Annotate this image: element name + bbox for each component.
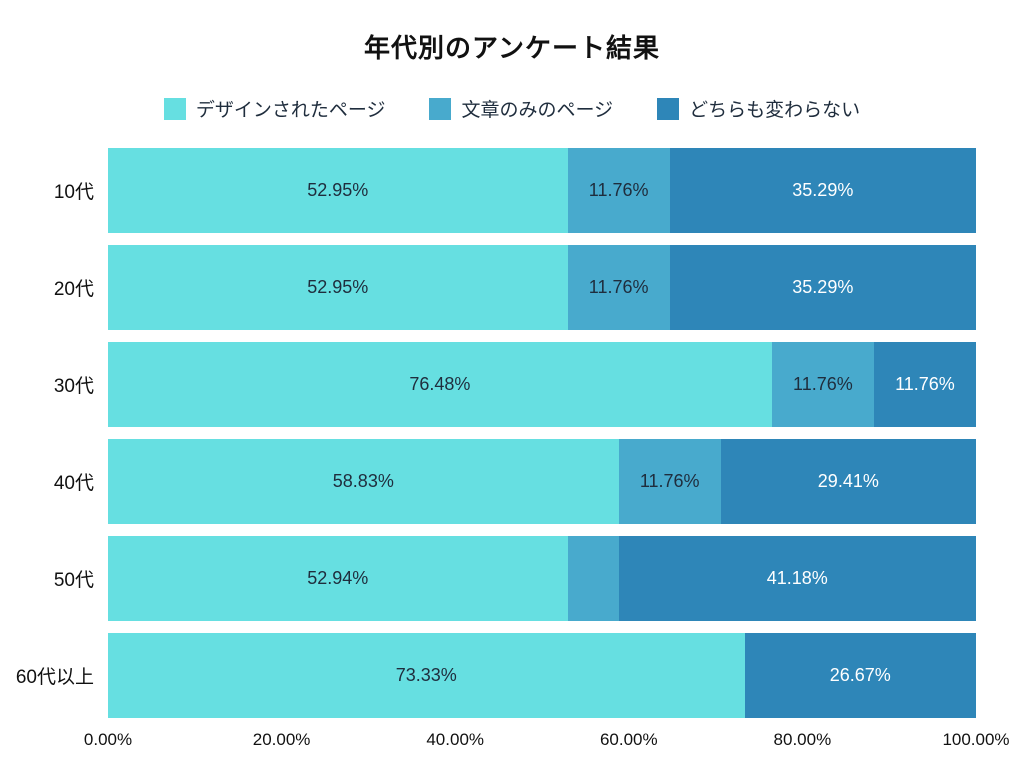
bar-segment: 29.41% (720, 439, 976, 524)
y-axis-label: 20代 (53, 279, 94, 300)
bar-segment: 35.29% (669, 245, 976, 330)
x-axis-tick-label: 100.00% (942, 730, 1010, 749)
bar-segment: 52.94% (108, 536, 568, 621)
bar-track: 58.83% 11.76% 29.41% (108, 439, 976, 524)
bar-track: 52.95% 11.76% 35.29% (108, 245, 976, 330)
bar-segment-label: 41.18% (766, 568, 828, 588)
bar-track: 52.94% 41.18% (108, 536, 976, 621)
bar-segment: 26.67% (744, 633, 976, 718)
bar-row: 30代 76.48% 11.76% 11.76% (0, 342, 1024, 427)
bar-segment: 41.18% (618, 536, 976, 621)
bar-segment-label: 73.33% (395, 665, 457, 685)
bar-row: 50代 52.94% 41.18% (0, 536, 1024, 621)
bar-segment-label: 52.95% (307, 180, 369, 200)
bar-segment (567, 536, 619, 621)
bar-segment: 11.76% (618, 439, 721, 524)
bar-segment-label: 29.41% (817, 471, 879, 491)
bar-segment: 52.95% (108, 148, 568, 233)
bar-segment-label: 26.67% (829, 665, 891, 685)
legend: デザインされたページ 文章のみのページ どちらも変わらない (0, 95, 1024, 122)
plot-area: 10代 52.95% 11.76% 35.29% 20代 52.95% 11.76% 35.2… (0, 148, 1024, 718)
bar-segment: 11.76% (771, 342, 874, 427)
bar-row: 10代 52.95% 11.76% 35.29% (0, 148, 1024, 233)
bar-track: 76.48% 11.76% 11.76% (108, 342, 976, 427)
bar-segment-label: 11.76% (588, 277, 649, 297)
bar-segment: 73.33% (108, 633, 745, 718)
bar-segment-label: 11.76% (793, 374, 853, 394)
y-axis-label: 50代 (53, 570, 94, 591)
bar-segment: 35.29% (669, 148, 976, 233)
bar-segment: 11.76% (873, 342, 976, 427)
bar-track: 52.95% 11.76% 35.29% (108, 148, 976, 233)
y-axis-label: 40代 (53, 473, 94, 494)
y-axis-label: 60代以上 (15, 667, 94, 688)
legend-swatch-icon (429, 97, 452, 120)
bar-row: 20代 52.95% 11.76% 35.29% (0, 245, 1024, 330)
y-axis-label: 10代 (53, 182, 94, 203)
bar-segment-label: 11.76% (639, 471, 700, 491)
legend-label: デザインされたページ (195, 100, 386, 121)
bar-row: 60代以上 73.33% 26.67% (0, 633, 1024, 718)
x-axis-tick-label: 80.00% (773, 730, 832, 749)
legend-label: どちらも変わらない (689, 100, 861, 121)
x-axis-tick-label: 40.00% (426, 730, 485, 749)
bar-row: 40代 58.83% 11.76% 29.41% (0, 439, 1024, 524)
bar-segment-label: 35.29% (792, 277, 854, 297)
bar-segment-label: 58.83% (332, 471, 394, 491)
bar-segment: 52.95% (108, 245, 568, 330)
legend-label: 文章のみのページ (461, 100, 614, 121)
x-axis-tick-label: 20.00% (252, 730, 311, 749)
bar-segment: 58.83% (108, 439, 619, 524)
bar-segment-label: 11.76% (895, 374, 955, 394)
bar-track: 73.33% 26.67% (108, 633, 976, 718)
x-axis-tick-label: 60.00% (599, 730, 658, 749)
bar-segment-label: 11.76% (588, 180, 649, 200)
x-axis-tick-label: 0.00% (83, 730, 133, 749)
legend-item: どちらも変わらない (657, 95, 860, 122)
legend-swatch-icon (163, 97, 186, 120)
bar-segment-label: 52.94% (307, 568, 369, 588)
bar-segment: 11.76% (567, 148, 670, 233)
chart-title: 年代別のアンケート結果 (364, 33, 660, 63)
legend-item: デザインされたページ (163, 95, 386, 122)
bar-segment-label: 35.29% (792, 180, 854, 200)
bar-segment-label: 76.48% (409, 374, 471, 394)
x-axis: 0.00% 20.00% 40.00% 60.00% 80.00% 100.00% (84, 730, 1010, 760)
bar-segment: 11.76% (567, 245, 670, 330)
legend-item: 文章のみのページ (429, 95, 613, 122)
y-axis-label: 30代 (53, 376, 94, 397)
legend-swatch-icon (657, 97, 680, 120)
bar-segment-label: 52.95% (307, 277, 369, 297)
bar-segment: 76.48% (108, 342, 772, 427)
